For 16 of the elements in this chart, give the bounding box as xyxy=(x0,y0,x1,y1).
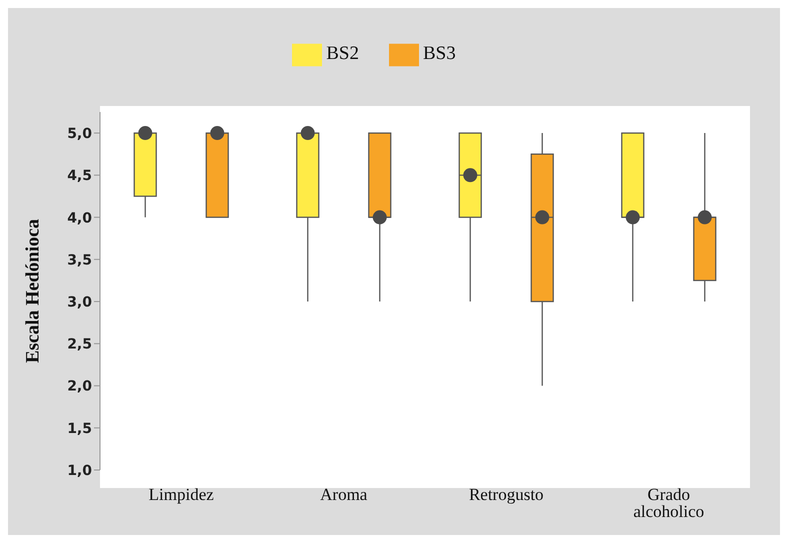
y-tick-label: 3,5 xyxy=(67,252,92,268)
y-tick-label: 2,5 xyxy=(67,336,92,353)
x-tick-label: Limpidez xyxy=(148,485,214,504)
legend-label: BS3 xyxy=(423,43,456,64)
x-tick-label: Grado alcoholico xyxy=(633,485,704,522)
y-tick-label: 1,5 xyxy=(67,420,92,437)
x-tick-label: Aroma xyxy=(320,485,368,504)
y-tick-label: 5,0 xyxy=(67,126,92,142)
x-tick-label: Retrogusto xyxy=(468,485,544,504)
y-tick-label: 3,0 xyxy=(67,294,92,310)
legend-label: BS2 xyxy=(326,43,359,64)
y-tick-label: 4,5 xyxy=(67,168,92,184)
y-axis-title: Escala Hedónioca xyxy=(22,218,44,364)
y-tick-label: 1,0 xyxy=(67,462,92,479)
y-tick-label: 4,0 xyxy=(67,210,92,226)
y-tick-label: 2,0 xyxy=(67,378,92,395)
